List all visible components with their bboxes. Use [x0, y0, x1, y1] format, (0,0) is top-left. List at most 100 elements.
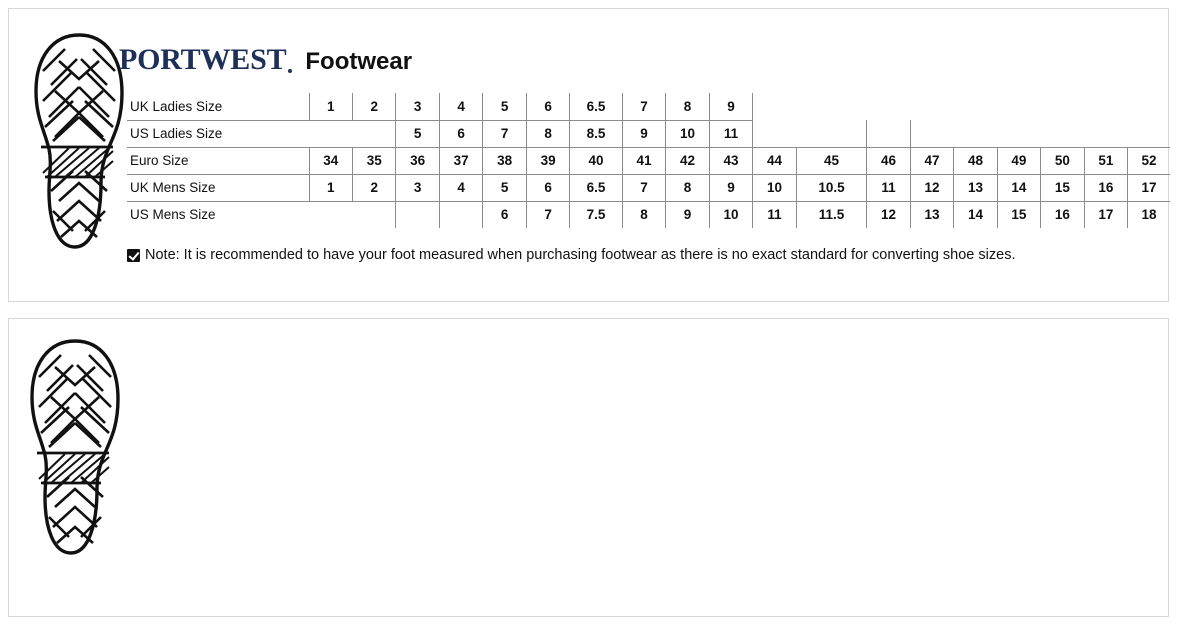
cell-empty	[352, 201, 395, 228]
cell: 2	[351, 174, 396, 202]
cell-empty	[867, 93, 910, 120]
cell-empty	[309, 201, 352, 228]
portwest-registered-dot-icon	[288, 69, 293, 73]
cell-empty	[997, 93, 1040, 120]
portwest-footwear-label: Footwear	[305, 48, 413, 75]
boot-sole-tread-illustration	[25, 337, 125, 557]
cell-empty	[395, 201, 440, 228]
cell: 8.5	[569, 120, 623, 148]
cell: 40	[569, 147, 623, 175]
cell-empty	[1040, 120, 1085, 148]
cell: 4	[438, 174, 483, 202]
row-label-us-ladies: US Ladies Size	[127, 120, 309, 148]
cell: 52	[1127, 147, 1170, 175]
cell-empty	[1041, 93, 1084, 120]
cell: 5	[482, 174, 527, 202]
portwest-logo-text: PORTWEST	[119, 43, 287, 76]
row-label-uk-ladies: UK Ladies Size	[127, 93, 309, 121]
checkbox-checked-icon	[127, 248, 140, 262]
cell: 6	[525, 174, 570, 202]
cell: 17	[1083, 201, 1128, 228]
cell-empty	[752, 93, 797, 120]
row-label-euro: Euro Size	[127, 147, 309, 175]
cell: 7.5	[569, 201, 623, 228]
cell: 4	[438, 93, 483, 121]
row-label-uk-mens: UK Mens Size	[127, 174, 309, 202]
cell: 18	[1127, 201, 1170, 228]
cell-empty	[796, 93, 867, 120]
cell: 39	[525, 147, 570, 175]
cell-empty	[796, 120, 867, 148]
cell: 10	[708, 201, 753, 228]
cell: 13	[909, 201, 954, 228]
cell: 17	[1127, 174, 1170, 202]
cell-empty	[438, 201, 483, 228]
cell-empty	[997, 120, 1041, 148]
cell-empty	[752, 120, 797, 148]
cell-empty	[909, 120, 954, 148]
cell: 12	[866, 201, 911, 228]
cell: 42	[665, 147, 710, 175]
cell: 6.5	[569, 93, 623, 121]
cell: 10.5	[795, 174, 867, 202]
table-row: Euro Size 34 35 36 37 38 39 40 41 42 43 …	[127, 147, 1170, 175]
cell: 6	[438, 120, 483, 148]
row-label-us-mens: US Mens Size	[130, 207, 216, 223]
cell: 9	[621, 120, 666, 148]
cell-empty	[1128, 93, 1170, 120]
cell: 5	[482, 93, 527, 121]
cell-empty	[1127, 120, 1170, 148]
cell: 46	[866, 147, 911, 175]
cell: 14	[953, 201, 998, 228]
cell-empty	[954, 93, 997, 120]
cell: 11	[866, 174, 911, 202]
cell: 51	[1083, 147, 1128, 175]
cell: 5	[395, 120, 440, 148]
portwest-size-chart-panel: PORTWEST Footwear UK Ladies Size 1 2 3 4…	[8, 8, 1170, 302]
cell: 8	[621, 201, 666, 228]
cell: 1	[308, 93, 353, 121]
table-row: UK Ladies Size 1 2 3 4 5 6 6.5 7 8 9	[127, 93, 1170, 121]
cell: 8	[665, 174, 710, 202]
cell: 7	[621, 174, 666, 202]
cell: 8	[665, 93, 710, 121]
cell: 3	[395, 174, 440, 202]
cell: 36	[395, 147, 440, 175]
cell: 7	[482, 120, 527, 148]
cell: 9	[665, 201, 710, 228]
cell: 44	[752, 147, 797, 175]
cell: 47	[909, 147, 954, 175]
cell: 10	[665, 120, 710, 148]
portwest-size-table: UK Ladies Size 1 2 3 4 5 6 6.5 7 8 9	[127, 93, 1170, 228]
table-row: US Mens Size 6 7 7.5 8 9 10 11 11.5 12 1…	[127, 201, 1170, 228]
cell: 11.5	[795, 201, 867, 228]
cell: 14	[996, 174, 1041, 202]
cell-empty	[866, 120, 911, 148]
cell: 11	[752, 201, 797, 228]
cell: 49	[996, 147, 1041, 175]
cell: 6.5	[569, 174, 623, 202]
cell: 3	[395, 93, 440, 121]
cell: 38	[482, 147, 527, 175]
cell-empty	[953, 120, 998, 148]
cell: 45	[795, 147, 867, 175]
cell: 10	[752, 174, 797, 202]
portwest-note: Note: It is recommended to have your foo…	[127, 247, 1015, 263]
cell-empty	[1084, 93, 1127, 120]
cell: 6	[525, 93, 570, 121]
base-size-chart-panel: Base feel the comfort Footwear FOOT LENG…	[8, 318, 1169, 617]
cell: 8	[525, 120, 570, 148]
cell: 16	[1083, 174, 1128, 202]
cell: 48	[953, 147, 998, 175]
cell: 7	[621, 93, 666, 121]
cell: 34	[308, 147, 353, 175]
cell: 35	[351, 147, 396, 175]
cell: 37	[438, 147, 483, 175]
cell: 12	[909, 174, 954, 202]
cell: 15	[996, 201, 1041, 228]
cell: 15	[1040, 174, 1085, 202]
cell: 16	[1040, 201, 1085, 228]
cell: 11	[708, 120, 753, 148]
cell: 2	[351, 93, 396, 121]
